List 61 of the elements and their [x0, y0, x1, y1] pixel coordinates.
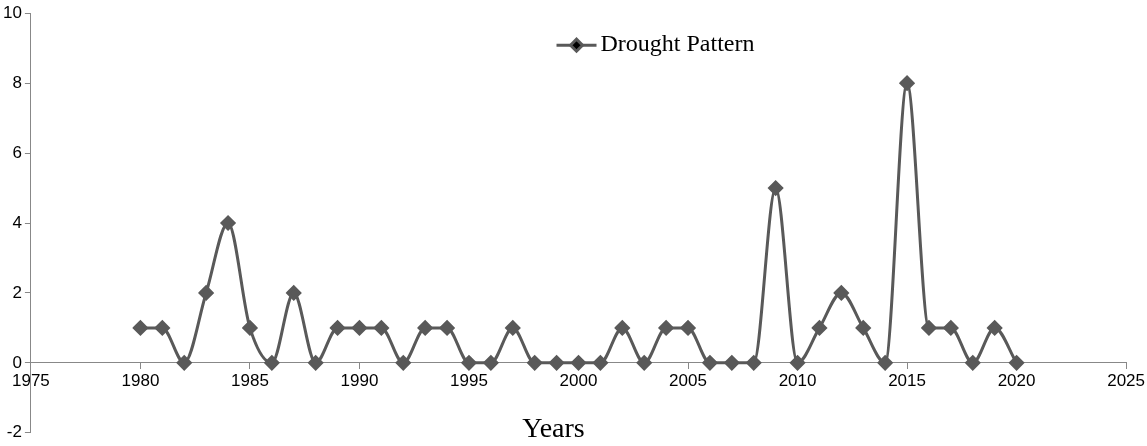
y-tick-label: 6	[12, 142, 22, 162]
x-tick-label: 1985	[231, 370, 269, 390]
point	[395, 355, 411, 371]
point	[505, 320, 521, 336]
y-tick-label: 10	[2, 2, 22, 22]
point	[242, 320, 258, 336]
y-tick-label: -2	[6, 422, 22, 442]
point	[592, 355, 608, 371]
legend-label: Drought Pattern	[600, 30, 755, 57]
x-tick-label: 1990	[340, 370, 379, 390]
y-tick-label: 4	[12, 212, 22, 232]
point	[899, 75, 915, 91]
point	[527, 355, 543, 371]
point	[132, 320, 148, 336]
x-tick-label: 2015	[888, 370, 926, 390]
point	[154, 320, 170, 336]
point	[461, 355, 477, 371]
point	[308, 355, 324, 371]
point	[987, 320, 1003, 336]
y-tick-label: 0	[12, 352, 22, 372]
y-tick-label: 8	[12, 72, 22, 92]
point	[439, 320, 455, 336]
x-tick-label: 1975	[12, 370, 50, 390]
point	[614, 320, 630, 336]
x-tick-label: 1980	[121, 370, 160, 390]
point	[877, 355, 893, 371]
point	[549, 355, 565, 371]
point	[636, 355, 652, 371]
point	[330, 320, 346, 336]
point	[965, 355, 981, 371]
point	[921, 320, 937, 336]
point	[417, 320, 433, 336]
x-tick-label: 2020	[997, 370, 1036, 390]
point	[855, 320, 871, 336]
x-tick-label: 2000	[559, 370, 598, 390]
point	[833, 285, 849, 301]
x-tick-label: 2005	[669, 370, 707, 390]
point	[198, 285, 214, 301]
point	[790, 355, 806, 371]
point	[571, 355, 586, 371]
x-tick-label: 1995	[450, 370, 488, 390]
point	[220, 215, 236, 231]
point	[483, 355, 499, 371]
y-tick-label: 2	[12, 282, 22, 302]
x-tick-label: 2010	[778, 370, 817, 390]
point	[724, 355, 740, 371]
point	[286, 285, 302, 301]
point	[658, 320, 674, 336]
point	[768, 180, 784, 196]
point	[176, 355, 192, 371]
point	[746, 355, 762, 371]
point	[680, 320, 696, 336]
x-axis-title: Years	[522, 412, 585, 444]
point	[811, 320, 827, 336]
point	[943, 320, 959, 336]
point	[702, 355, 718, 371]
point	[1009, 355, 1025, 371]
point	[373, 320, 389, 336]
point	[264, 355, 280, 371]
x-tick-label: 2025	[1107, 370, 1145, 390]
point	[351, 320, 367, 336]
